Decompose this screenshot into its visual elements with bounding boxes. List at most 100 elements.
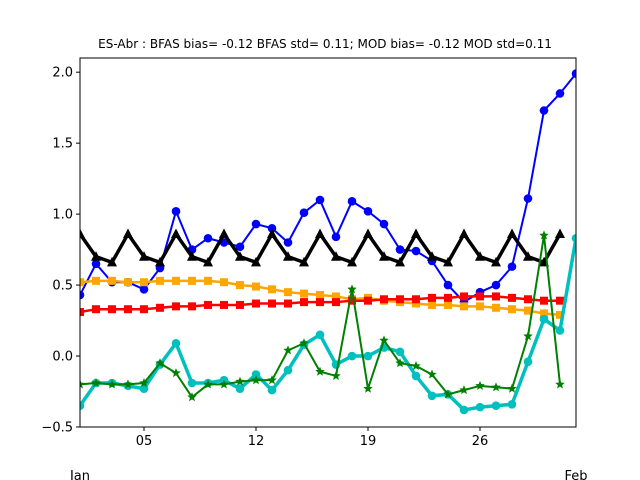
series-5-point bbox=[80, 401, 85, 411]
series-3-point bbox=[428, 300, 436, 309]
series-5-point bbox=[187, 378, 197, 388]
series-4-point bbox=[492, 292, 500, 301]
series-1-point bbox=[299, 208, 309, 217]
series-1-point bbox=[331, 232, 341, 242]
series-6-point bbox=[443, 389, 453, 399]
series-3-point bbox=[108, 276, 116, 285]
series-4-point bbox=[444, 293, 452, 302]
series-6-point bbox=[91, 378, 101, 388]
series-2-point bbox=[80, 228, 85, 238]
series-1-point bbox=[315, 195, 325, 205]
y-tick-label: 1.5 bbox=[52, 137, 73, 152]
series-5-point bbox=[395, 347, 405, 357]
series-4-point bbox=[300, 298, 308, 307]
series-6-point bbox=[123, 379, 133, 389]
series-6-point bbox=[347, 284, 357, 294]
series-6-point bbox=[171, 368, 181, 378]
series-6-point bbox=[475, 380, 485, 390]
x-tick-label: 12 bbox=[248, 434, 265, 449]
series-3-point bbox=[236, 281, 244, 290]
series-3-point bbox=[476, 302, 484, 311]
series-2-point bbox=[347, 256, 357, 267]
series-2-point bbox=[267, 228, 277, 238]
series-3-point bbox=[252, 282, 260, 291]
series-5-point bbox=[523, 357, 533, 367]
series-6-point bbox=[299, 338, 309, 348]
series-2-point bbox=[555, 228, 565, 238]
series-6-point bbox=[203, 379, 213, 389]
series-6-point bbox=[283, 345, 293, 355]
series-6-point bbox=[155, 358, 165, 368]
month-label: Feb bbox=[564, 469, 587, 480]
series-2-point bbox=[459, 228, 469, 238]
series-1-point bbox=[363, 206, 373, 216]
series-3-point bbox=[556, 310, 564, 319]
series-3-point bbox=[204, 276, 212, 285]
series-1-point bbox=[251, 219, 261, 229]
series-1-point bbox=[283, 238, 293, 247]
series-4-point bbox=[156, 303, 164, 312]
series-5-point bbox=[411, 371, 421, 381]
series-6-point bbox=[507, 383, 517, 393]
series-4-point bbox=[252, 299, 260, 308]
y-tick-label: 2.0 bbox=[52, 66, 73, 81]
series-2-point bbox=[299, 256, 309, 267]
series-4-point bbox=[172, 302, 180, 311]
series-2-point bbox=[443, 256, 453, 267]
series-6-point bbox=[411, 360, 421, 371]
series-6-point bbox=[251, 375, 261, 385]
series-3-point bbox=[172, 276, 180, 285]
series-2-point bbox=[363, 228, 373, 238]
series-4-point bbox=[236, 300, 244, 309]
series-4-point bbox=[92, 305, 100, 314]
series-4-point bbox=[332, 298, 340, 307]
y-tick-label: 0.5 bbox=[52, 279, 73, 294]
series-4-point bbox=[108, 305, 116, 314]
series-5-point bbox=[363, 351, 373, 361]
series-4-point bbox=[348, 296, 356, 305]
series-6-point bbox=[80, 379, 85, 389]
series-4-point bbox=[188, 302, 196, 311]
series-5-point bbox=[315, 330, 325, 340]
series-6-point bbox=[219, 379, 229, 389]
series-4-point bbox=[508, 293, 516, 302]
series-1-point bbox=[443, 280, 453, 290]
series-6-point bbox=[379, 335, 389, 345]
plot-area bbox=[80, 69, 576, 415]
series-2-point bbox=[283, 251, 293, 261]
series-3-point bbox=[492, 303, 500, 312]
x-tick-label: 26 bbox=[472, 434, 489, 449]
series-3-point bbox=[460, 302, 468, 311]
series-2-point bbox=[139, 251, 149, 261]
series-6-point bbox=[363, 383, 373, 393]
series-3-point bbox=[220, 278, 228, 287]
series-5-point bbox=[475, 402, 485, 412]
series-3-point bbox=[140, 278, 148, 287]
series-3-point bbox=[188, 276, 196, 285]
series-3-point bbox=[316, 291, 324, 300]
series-5-point bbox=[539, 314, 549, 324]
series-5-point bbox=[459, 405, 469, 415]
series-4-point bbox=[364, 296, 372, 305]
series-1-point bbox=[235, 242, 245, 252]
series-3-point bbox=[156, 276, 164, 285]
series-6-point bbox=[267, 375, 277, 385]
y-tick-label: 0.0 bbox=[52, 350, 73, 365]
y-tick-label: 1.0 bbox=[52, 208, 73, 223]
series-3-point bbox=[268, 285, 276, 294]
series-2-point bbox=[331, 251, 341, 261]
series-2-point bbox=[187, 251, 197, 261]
series-5-point bbox=[347, 351, 357, 361]
series-1-point bbox=[203, 233, 213, 243]
series-4-point bbox=[412, 295, 420, 304]
series-1-point bbox=[523, 194, 533, 203]
series-1-point bbox=[139, 285, 149, 294]
series-2-point bbox=[491, 256, 501, 267]
series-2-point bbox=[235, 251, 245, 261]
series-4-point bbox=[380, 295, 388, 304]
series-6-point bbox=[491, 382, 501, 392]
series-6-point bbox=[395, 358, 405, 368]
series-3-point bbox=[284, 288, 292, 297]
series-5-point bbox=[171, 338, 181, 348]
